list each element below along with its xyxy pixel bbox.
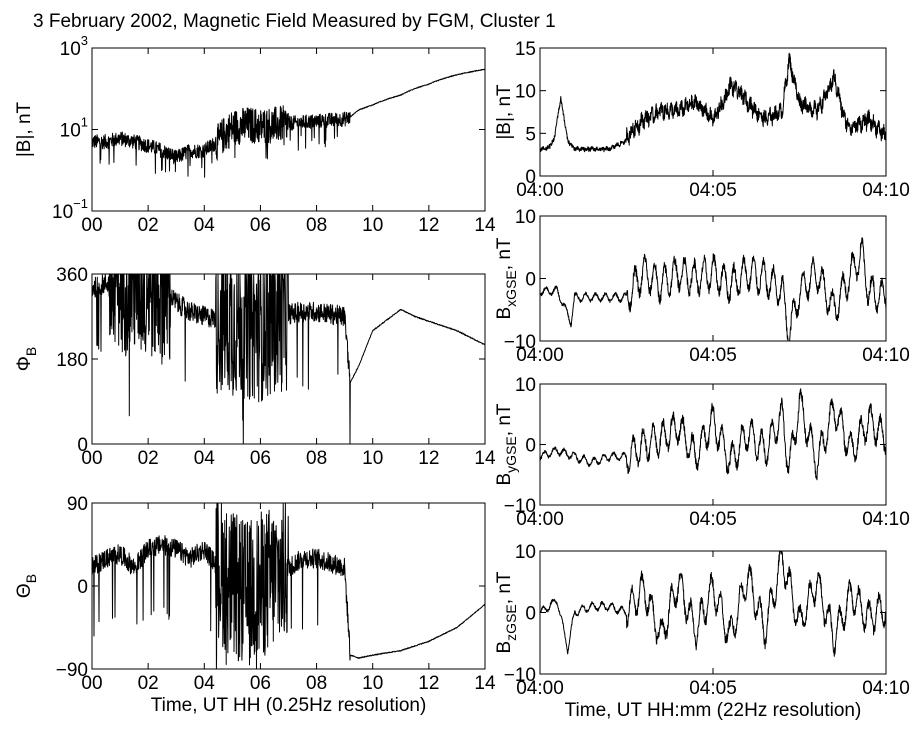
y-tick-label: 0 (525, 436, 536, 457)
x-tick-label: 04:00 (516, 509, 564, 530)
x-tick-label: 04 (194, 673, 216, 694)
x-tick-label: 04:00 (516, 180, 564, 201)
series-line-left-2 (92, 274, 485, 444)
y-axis-label: ΘB (14, 574, 39, 598)
x-tick-label: 12 (418, 448, 439, 469)
figure-title: 3 February 2002, Magnetic Field Measured… (33, 11, 556, 32)
x-tick-label: 02 (138, 215, 159, 236)
x-tick-label: 12 (418, 215, 439, 236)
x-tick-label: 06 (250, 448, 271, 469)
x-tick-label: 04 (194, 448, 216, 469)
y-tick-label: 103 (60, 33, 88, 60)
y-axis-label: |B|, nT (494, 84, 515, 140)
series-line-left-3 (92, 503, 485, 669)
y-axis-label: BzGSE, nT (494, 571, 519, 653)
x-tick-label: 08 (306, 673, 327, 694)
x-tick-label: 06 (250, 673, 271, 694)
y-tick-label: 101 (60, 115, 88, 142)
y-tick-label: 10 (515, 542, 536, 563)
x-tick-label: 14 (474, 673, 496, 694)
x-tick-label: 04:10 (862, 180, 910, 201)
x-tick-label: 10 (362, 673, 383, 694)
y-tick-label: 15 (515, 39, 536, 60)
x-axis-label: Time, UT HH:mm (22Hz resolution) (565, 700, 862, 721)
x-tick-label: 00 (81, 673, 102, 694)
y-tick-label: 360 (56, 265, 88, 286)
axes-frame (539, 215, 887, 342)
x-tick-label: 06 (250, 215, 271, 236)
x-tick-label: 00 (81, 448, 102, 469)
x-tick-label: 14 (474, 215, 496, 236)
axes-frame (91, 47, 486, 212)
y-tick-label: −10 (504, 496, 536, 517)
panel-right-1: 04:00 04:05 04:10 0 5 10 15 |B|, nT (494, 39, 910, 201)
axes-frame (539, 47, 887, 177)
series-line-right-4 (540, 551, 886, 657)
panel-right-3: 04:00 04:05 04:10 −10 0 10 ByGSE, nT (494, 375, 910, 530)
x-tick-label: 04 (194, 215, 216, 236)
x-tick-label: 04:05 (689, 180, 737, 201)
y-tick-label: 0 (77, 577, 88, 598)
x-tick-label: 04:00 (516, 678, 564, 699)
series-line-right-3 (540, 388, 886, 481)
y-tick-label: 90 (67, 494, 88, 515)
y-tick-label: 180 (56, 350, 88, 371)
x-tick-label: 04:10 (862, 678, 910, 699)
axes-frame (539, 383, 887, 506)
y-tick-label: 10 (515, 207, 536, 228)
panel-right-2: 04:00 04:05 04:10 −10 0 10 BxGSE, nT (494, 207, 910, 366)
panel-right-4: 04:00 04:05 04:10 −10 0 10 BzGSE, nT Time, UT H… (494, 542, 910, 721)
x-tick-label: 08 (306, 448, 327, 469)
x-tick-label: 04:10 (862, 509, 910, 530)
y-tick-label: 10 (515, 82, 536, 103)
y-axis-label: ByGSE, nT (494, 403, 519, 485)
series-line-right-1 (540, 52, 886, 153)
y-tick-label: 0 (525, 604, 536, 625)
y-tick-label: 0 (525, 270, 536, 291)
series-line-left-1 (92, 68, 485, 178)
y-tick-label: 0 (77, 435, 88, 456)
x-tick-label: 14 (474, 448, 496, 469)
y-tick-label: 10 (515, 375, 536, 396)
series-line-right-2 (540, 237, 886, 341)
x-tick-label: 10 (362, 215, 383, 236)
panel-left-2: 00 02 04 06 08 10 12 14 0 180 360 ΦB (14, 265, 496, 469)
x-tick-label: 08 (306, 215, 327, 236)
panel-left-1: 00 02 04 06 08 10 12 14 10−1 101 103 |B|, nT (14, 33, 496, 236)
x-tick-label: 04:00 (516, 345, 564, 366)
x-tick-label: 04:05 (689, 678, 737, 699)
x-tick-label: 04:05 (689, 345, 737, 366)
x-tick-label: 10 (362, 448, 383, 469)
y-tick-label: 10−1 (52, 196, 88, 223)
x-axis-label: Time, UT HH (0.25Hz resolution) (151, 695, 427, 716)
y-tick-label: −10 (504, 665, 536, 686)
x-tick-label: 02 (138, 673, 159, 694)
x-tick-label: 04:05 (689, 509, 737, 530)
y-axis-label: |B|, nT (14, 101, 35, 157)
x-tick-label: 04:10 (862, 345, 910, 366)
x-tick-label: 00 (81, 215, 102, 236)
y-tick-label: −10 (504, 332, 536, 353)
y-axis-label: ΦB (14, 347, 39, 372)
y-axis-label: BxGSE, nT (494, 237, 519, 319)
y-tick-label: 5 (525, 124, 536, 145)
y-tick-label: −90 (56, 660, 88, 681)
y-tick-label: 0 (525, 167, 536, 188)
panel-left-3: 00 02 04 06 08 10 12 14 −90 0 90 ΘB Time, UT HH (0.2… (14, 494, 496, 716)
x-tick-label: 02 (138, 448, 159, 469)
x-tick-label: 12 (418, 673, 439, 694)
